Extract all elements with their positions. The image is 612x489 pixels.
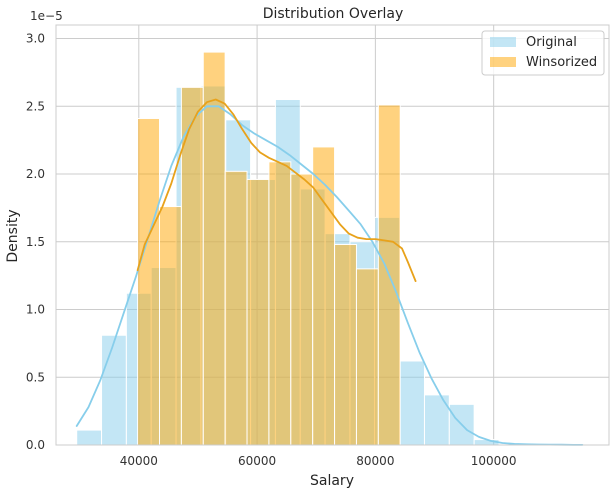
bar-winsorized xyxy=(137,117,161,446)
y-offset-label: 1e−5 xyxy=(30,9,63,23)
bar-winsorized xyxy=(268,161,292,446)
y-tick-label: 1.5 xyxy=(26,235,45,249)
bar-original xyxy=(76,429,103,446)
bars-winsorized xyxy=(137,51,401,446)
x-axis-label: Salary xyxy=(310,473,354,489)
plot-frame xyxy=(55,24,610,446)
kde-lines xyxy=(75,98,584,446)
bar-winsorized xyxy=(202,51,226,446)
tick-labels: 40000 60000 80000 100000 0.0 0.5 1.0 1.5 2.0 2.5 3… xyxy=(26,32,517,468)
x-tick-label: 100000 xyxy=(471,454,517,468)
y-tick-label: 2.0 xyxy=(26,167,45,181)
chart-title: Distribution Overlay xyxy=(263,6,404,22)
x-tick-label: 80000 xyxy=(356,454,394,468)
kde-line-original xyxy=(75,105,584,446)
x-tick-label: 60000 xyxy=(238,454,276,468)
y-tick-label: 3.0 xyxy=(26,32,45,46)
y-tick-label: 0.0 xyxy=(26,438,45,452)
bar-original xyxy=(399,360,425,446)
kde-line-winsorized xyxy=(136,98,417,283)
y-axis-label: Density xyxy=(5,209,21,262)
legend-swatch-winsorized xyxy=(490,57,516,67)
bar-winsorized xyxy=(224,170,248,446)
legend-swatch-original xyxy=(490,37,516,47)
bar-original xyxy=(101,334,127,446)
bar-winsorized xyxy=(334,243,357,446)
bar-winsorized xyxy=(355,268,379,446)
x-tick-label: 40000 xyxy=(120,454,158,468)
y-tick-label: 1.0 xyxy=(26,303,45,317)
bar-winsorized xyxy=(159,206,182,446)
y-tick-label: 2.5 xyxy=(26,99,45,113)
legend-label-winsorized: Winsorized xyxy=(526,55,597,70)
legend: Original Winsorized xyxy=(481,30,605,76)
y-tick-label: 0.5 xyxy=(26,370,45,384)
bar-winsorized xyxy=(290,173,314,446)
legend-label-original: Original xyxy=(526,35,577,50)
bar-winsorized xyxy=(246,178,270,446)
